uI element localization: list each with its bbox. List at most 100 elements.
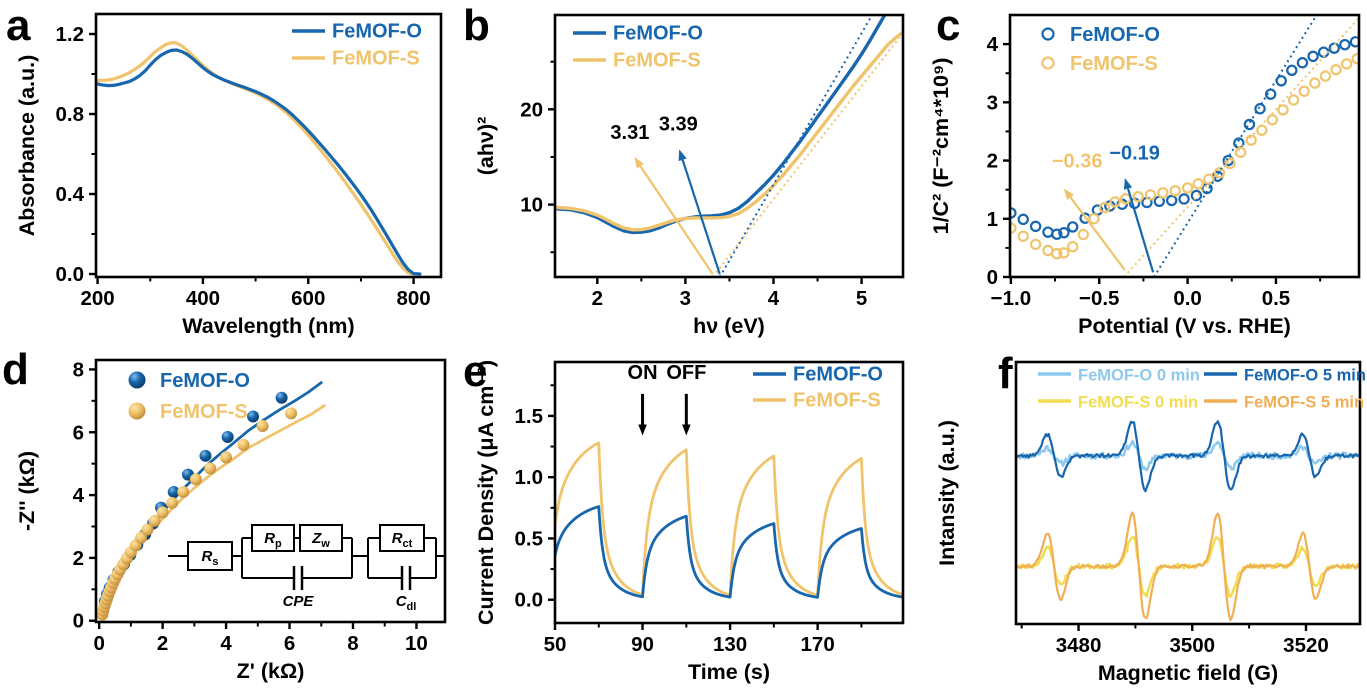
svg-text:3480: 3480 [1056,634,1102,657]
svg-text:2: 2 [592,287,603,310]
circuit-label-Zw: Zw [311,530,330,550]
axes: −1.0 −0.5 0.0 0.5 0 1 2 3 4 Potential (V vs. RHE)… [929,13,1361,338]
series-femof-o [555,15,887,235]
svg-text:170: 170 [801,633,835,656]
svg-text:50: 50 [544,633,567,656]
svg-text:10: 10 [520,194,543,217]
svg-text:0.8: 0.8 [56,103,85,126]
svg-text:4: 4 [987,33,999,56]
svg-text:FeMOF-O: FeMOF-O [1070,24,1160,46]
svg-text:5: 5 [856,287,867,310]
plot-area [1010,15,1359,277]
svg-text:4: 4 [220,632,232,655]
svg-text:FeMOF-S: FeMOF-S [793,390,881,412]
svg-text:Magnetic field (G): Magnetic field (G) [1098,661,1278,685]
annotations: 3.31 3.39 [610,113,721,275]
panel-e-photocurrent: e ON OFF 50 90 130 170 0.0 0.5 1.0 1.5 Time (s) Cur… [455,344,910,688]
plot-area [1016,420,1360,622]
svg-text:FeMOF-O 5 min: FeMOF-O 5 min [1244,367,1366,385]
axes: 50 90 130 170 0.0 0.5 1.0 1.5 Time (s) Current De… [474,360,905,684]
svg-text:20: 20 [520,98,543,121]
svg-text:2: 2 [73,547,84,570]
chart-photocurrent: ON OFF 50 90 130 170 0.0 0.5 1.0 1.5 Time (s) Curre… [474,360,905,684]
panel-letter-a: a [6,1,31,50]
svg-text:ON: ON [628,362,658,384]
svg-text:1/C² (F⁻²cm⁴*10⁹): 1/C² (F⁻²cm⁴*10⁹) [929,58,953,235]
plot-area [555,15,903,277]
svg-text:1: 1 [987,208,998,231]
chart-mott-schottky: −0.36 −0.19 −1.0 −0.5 0.0 0.5 0 1 2 3 4 Potential (… [929,13,1361,338]
series-femof-o-5-min [1016,420,1360,493]
series-femof-o [555,505,903,599]
panel-letter-f: f [998,349,1013,398]
panel-letter-b: b [463,1,490,50]
svg-text:FeMOF-S: FeMOF-S [332,48,420,70]
series-femof-o [96,48,422,276]
svg-text:FeMOF-S: FeMOF-S [613,50,701,72]
svg-text:0: 0 [73,610,84,633]
axes: 0 2 4 6 8 10 0 2 4 6 8 Z' (kΩ) -Z'' (kΩ) [15,358,447,683]
svg-text:0: 0 [987,266,998,289]
svg-text:3: 3 [987,91,998,114]
svg-text:FeMOF-O 0 min: FeMOF-O 0 min [1078,367,1200,385]
svg-text:0: 0 [93,632,104,655]
svg-text:(ahν)²: (ahν)² [474,117,498,176]
svg-text:3500: 3500 [1169,634,1215,657]
svg-text:FeMOF-S 5 min: FeMOF-S 5 min [1244,394,1364,412]
svg-text:6: 6 [284,632,295,655]
svg-text:Intansity (a.u.): Intansity (a.u.) [935,420,959,566]
panel-letter-c: c [936,1,961,50]
svg-text:FeMOF-O: FeMOF-O [793,364,883,386]
svg-text:0.4: 0.4 [56,183,85,206]
svg-text:-Z'' (kΩ): -Z'' (kΩ) [15,451,39,531]
svg-text:90: 90 [631,633,654,656]
svg-text:2: 2 [157,632,168,655]
svg-text:6: 6 [73,421,84,444]
panel-letter-e: e [463,347,488,396]
svg-text:FeMOF-O: FeMOF-O [613,23,703,45]
series-femof-o [1010,36,1359,240]
svg-text:3.31: 3.31 [610,122,649,144]
svg-text:3520: 3520 [1283,634,1329,657]
circuit-label-Rp: Rp [264,530,282,550]
svg-text:0.5: 0.5 [1262,287,1291,310]
svg-text:Absorbance (a.u.): Absorbance (a.u.) [15,55,39,237]
svg-text:−1.0: −1.0 [991,287,1031,310]
svg-text:200: 200 [80,287,114,310]
circuit-label-Cdl: Cdl [396,593,417,613]
svg-text:8: 8 [347,632,358,655]
svg-text:1.5: 1.5 [515,405,544,428]
circuit-label-CPE: CPE [283,593,315,610]
legend: FeMOF-O FeMOF-S [753,364,883,412]
axes: 2 3 4 5 10 20 hν (eV) (ahν)² [474,13,905,338]
svg-text:0.0: 0.0 [515,589,544,612]
svg-text:3: 3 [680,287,691,310]
svg-text:2: 2 [987,150,998,173]
svg-text:FeMOF-S 0 min: FeMOF-S 0 min [1078,394,1198,412]
svg-text:Z' (kΩ): Z' (kΩ) [237,659,305,683]
svg-text:800: 800 [397,287,431,310]
series-femof-s-fit [99,404,326,620]
circuit-label-Rs: Rs [202,548,219,568]
plot-area [96,381,326,621]
svg-text:600: 600 [291,287,325,310]
legend: FeMOF-O FeMOF-S [292,21,422,70]
svg-text:0.0: 0.0 [56,263,85,286]
legend: FeMOF-O FeMOF-S [573,23,703,72]
svg-text:FeMOF-S: FeMOF-S [1070,53,1158,75]
svg-text:FeMOF-S: FeMOF-S [160,401,248,423]
svg-text:0.0: 0.0 [1173,287,1202,310]
annotations: ON OFF [628,362,706,436]
svg-text:10: 10 [405,632,428,655]
axes: 200 400 600 800 0.0 0.4 0.8 1.2 Wavelength (nm) A… [15,12,443,338]
svg-text:3.39: 3.39 [659,113,698,135]
series-femof-s [96,40,414,276]
svg-text:OFF: OFF [666,362,706,384]
chart-uvvis-absorbance: 200 400 600 800 0.0 0.4 0.8 1.2 Wavelength (nm) A… [15,12,443,338]
equivalent-circuit-inset: Rs Rp Zw CPE Rct Cdl [168,524,444,613]
